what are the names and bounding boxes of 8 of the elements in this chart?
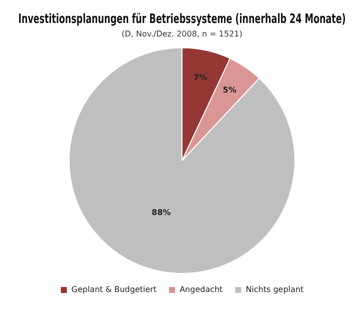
chart-title: Investitionsplanungen für Betriebssysteme (innerhalb 24 Monate) bbox=[18, 11, 346, 27]
legend-label: Angedacht bbox=[180, 285, 223, 294]
data-label: 7% bbox=[194, 73, 208, 82]
legend-label: Geplant & Budgetiert bbox=[71, 285, 157, 294]
legend-label: Nichts geplant bbox=[246, 285, 304, 294]
chart-subtitle: (D, Nov./Dez. 2008, n = 1521) bbox=[122, 29, 242, 38]
data-label: 5% bbox=[222, 86, 236, 95]
data-label: 88% bbox=[152, 208, 171, 218]
